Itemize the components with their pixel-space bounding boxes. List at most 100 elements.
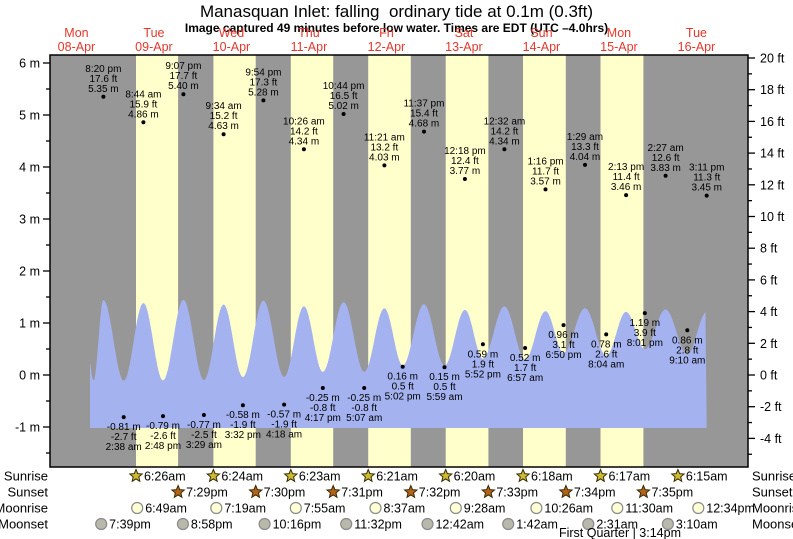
low-tide-label: 0.15 m [429, 372, 460, 383]
low-tide-point [240, 403, 245, 408]
low-tide-label: -2.6 ft [150, 431, 176, 442]
axis-label-right: 4 ft [760, 305, 778, 319]
day-header-dow: Thu [298, 26, 320, 40]
day-header-date: 10-Apr [213, 40, 251, 54]
low-tide-label: 5:59 am [426, 392, 462, 403]
low-tide-label: 0.86 m [672, 335, 703, 346]
moonset-time: 3:10am [676, 518, 718, 532]
axis-label-right: 6 ft [760, 273, 778, 287]
low-tide-label: 8:01 pm [627, 338, 663, 349]
low-tide-point [201, 413, 206, 417]
high-tide-label: 9:34 am [206, 101, 242, 112]
axis-label-right: -2 ft [760, 400, 782, 414]
astro-row-label-left: Sunrise [4, 469, 48, 484]
high-tide-label: 4.34 m [289, 136, 320, 147]
low-tide-point [362, 386, 367, 390]
day-header-dow: Mon [607, 26, 631, 40]
high-tide-point [583, 162, 587, 167]
day-header-date: 08-Apr [58, 40, 96, 54]
sunset-time: 7:30pm [264, 486, 306, 500]
high-tide-point [422, 129, 426, 134]
moonset-icon [95, 517, 108, 531]
low-tide-label: 5:07 am [346, 413, 382, 424]
high-tide-point [301, 147, 306, 152]
sunrise-icon [515, 468, 531, 483]
sunset-time: 7:33pm [496, 486, 538, 500]
high-tide-point [341, 112, 346, 116]
high-tide-label: 5.28 m [248, 87, 279, 98]
axis-label-left: 2 m [19, 265, 40, 279]
axis-label-right: 2 ft [760, 337, 778, 351]
day-header-dow: Fri [379, 26, 394, 40]
low-tide-label: 0.59 m [468, 349, 499, 360]
axis-label-left: -1 m [15, 421, 40, 435]
moonset-time: 1:42am [516, 518, 558, 532]
moonrise-time: 7:19am [224, 502, 266, 516]
low-tide-label: 8:04 am [588, 359, 624, 370]
axis-label-right: 14 ft [760, 147, 785, 161]
sunset-icon [558, 484, 574, 499]
high-tide-label: 3.83 m [650, 163, 681, 174]
day-header-dow: Tue [143, 26, 164, 40]
high-tide-label: 11.3 ft [693, 173, 720, 184]
high-tide-label: 11:37 pm [403, 99, 444, 110]
low-tide-point [161, 414, 165, 419]
sunrise-icon [283, 468, 299, 483]
sunrise-time: 6:24am [221, 470, 263, 484]
high-tide-point [663, 173, 668, 178]
chart-title: Manasquan Inlet: falling ordinary tide a… [199, 2, 594, 21]
axis-label-left: 5 m [19, 109, 40, 123]
high-tide-label: 12.4 ft [451, 156, 479, 167]
high-tide-label: 3.45 m [691, 183, 722, 194]
axis-label-right: 8 ft [760, 242, 778, 256]
moonset-time: 12:42am [435, 518, 484, 532]
high-tide-label: 12:32 am [484, 116, 526, 127]
high-tide-label: 16.5 ft [330, 91, 358, 102]
sunset-icon [480, 484, 496, 499]
moonrise-time: 10:26am [544, 502, 593, 516]
high-tide-point [462, 177, 467, 181]
moon-phase-label: First Quarter | 3:14pm [558, 526, 682, 539]
sunset-time: 7:35pm [651, 486, 693, 500]
day-header-dow: Mon [64, 26, 88, 40]
moonset-icon [258, 517, 271, 531]
moonrise-icon [369, 501, 382, 515]
high-tide-label: 17.7 ft [169, 71, 197, 82]
high-tide-label: 8:20 pm [85, 64, 121, 75]
sunrise-icon [438, 468, 454, 483]
moonrise-icon [289, 501, 302, 515]
day-header-date: 14-Apr [523, 40, 561, 54]
high-tide-label: 14.2 ft [290, 126, 318, 137]
moonrise-time: 8:37am [384, 502, 426, 516]
high-tide-point [624, 193, 629, 198]
moonset-icon [340, 517, 353, 531]
moonrise-time: 6:49am [145, 502, 187, 516]
axis-label-left: 4 m [19, 161, 40, 175]
high-tide-label: 15.2 ft [210, 111, 238, 122]
sunrise-icon [128, 468, 144, 483]
moonrise-icon [611, 501, 624, 515]
high-tide-point [543, 187, 548, 192]
low-tide-point [604, 332, 609, 337]
sunset-icon [170, 484, 186, 499]
day-header-dow: Tue [686, 26, 707, 40]
low-tide-label: -0.8 ft [310, 403, 336, 414]
high-tide-label: 17.6 ft [89, 74, 117, 85]
sunrise-time: 6:18am [531, 470, 573, 484]
sunset-icon [403, 484, 419, 499]
astro-row-label-right: Moonrise [752, 501, 793, 516]
low-tide-label: -0.25 m [306, 393, 340, 404]
day-header-date: 13-Apr [445, 40, 483, 54]
day-header-date: 11-Apr [291, 40, 328, 54]
axis-label-right: 20 ft [760, 52, 785, 66]
high-tide-label: 10:44 pm [323, 81, 365, 92]
low-tide-label: 6:57 am [507, 373, 543, 384]
sunrise-icon [360, 468, 376, 483]
sunrise-icon [593, 468, 608, 483]
high-tide-label: 15.4 ft [410, 109, 438, 120]
high-tide-point [261, 98, 266, 103]
axis-label-left: 0 m [19, 369, 40, 383]
high-tide-label: 13.2 ft [370, 142, 398, 153]
low-tide-label: 0.78 m [591, 339, 622, 350]
astro-row-label-left: Moonset [0, 517, 48, 532]
